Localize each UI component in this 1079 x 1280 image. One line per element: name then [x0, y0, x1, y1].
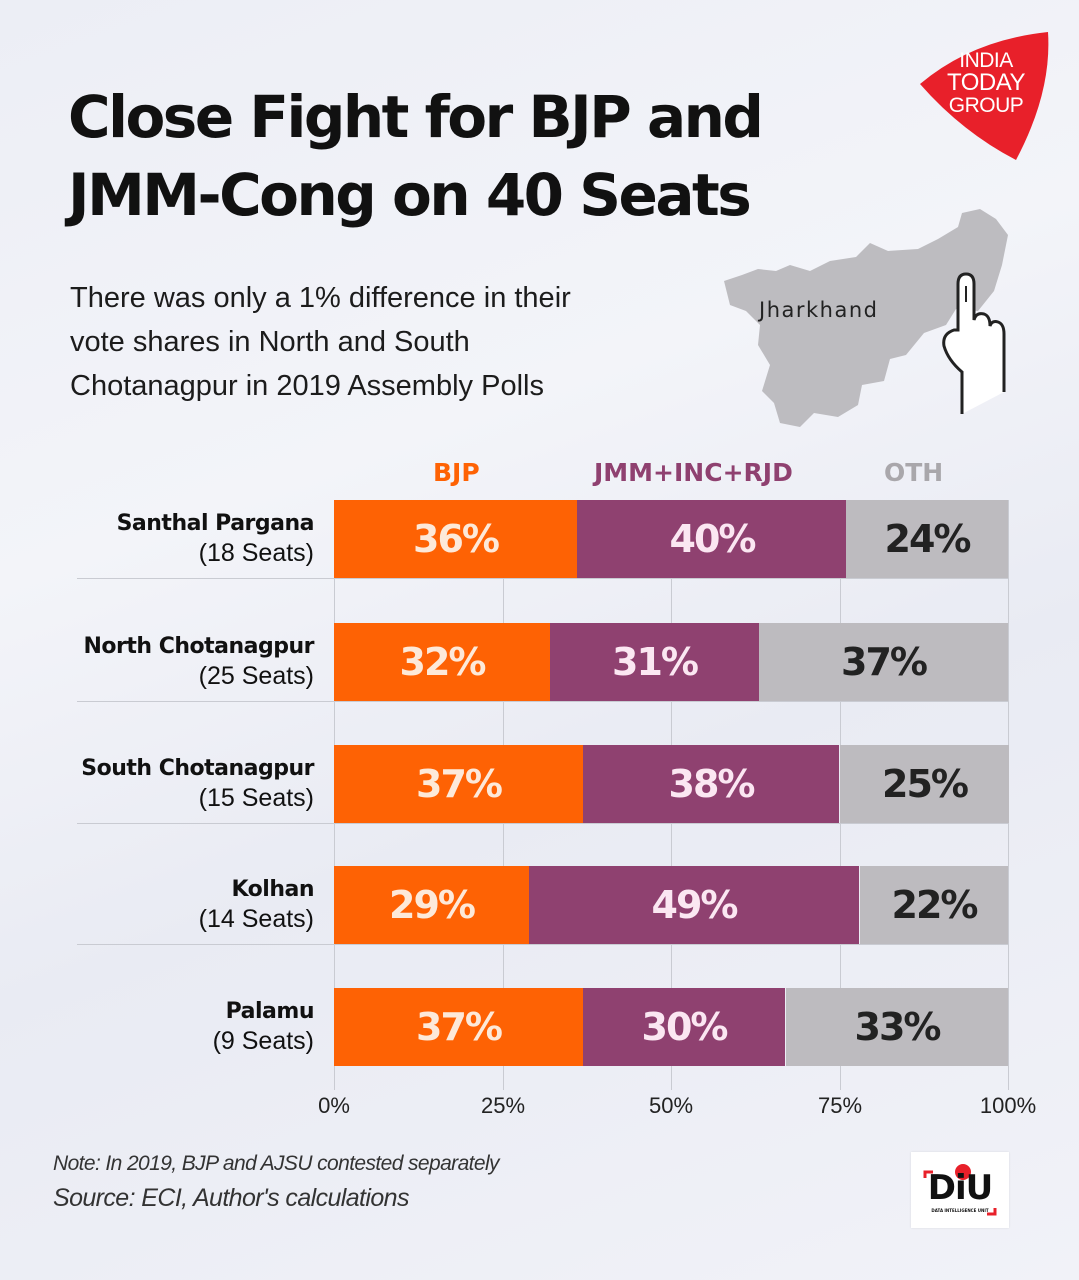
data-label: 49% — [651, 883, 739, 927]
source-text: Source: ECI, Author's calculations — [53, 1184, 409, 1212]
row-label: Kolhan (14 Seats) — [20, 876, 315, 934]
row-label: South Chotanagpur (15 Seats) — [20, 755, 314, 813]
x-tick-label: 25% — [480, 1093, 526, 1118]
voting-finger-icon — [942, 272, 1006, 414]
bar-segment-jmm-inc-rjd: 40% — [577, 500, 847, 578]
diu-logo-subtext: DATA INTELLIGENCE UNIT — [931, 1208, 989, 1213]
title-line-1: Close Fight for BJP and — [68, 83, 764, 151]
data-label: 25% — [882, 762, 969, 806]
data-label: 22% — [891, 883, 979, 927]
note-text: Note: In 2019, BJP and AJSU contested se… — [53, 1152, 500, 1175]
diu-logo-text: DiU — [927, 1168, 994, 1208]
region-seats: (15 Seats) — [198, 784, 314, 812]
bar-segment-oth: 25% — [840, 745, 1009, 823]
region-name: Kolhan — [231, 877, 315, 902]
legend-bjp: BJP — [433, 458, 480, 487]
region-name: South Chotanagpur — [81, 756, 314, 781]
region-seats: (25 Seats) — [198, 662, 314, 690]
subtitle: There was only a 1% difference in their … — [70, 276, 710, 408]
region-name: Santhal Pargana — [116, 511, 315, 536]
map-label: Jharkhand — [759, 298, 879, 322]
diu-logo-frame — [923, 1164, 997, 1216]
bar-segment-jmm-inc-rjd: 38% — [583, 745, 839, 823]
data-label: 37% — [841, 640, 928, 684]
subtitle-line-2: vote shares in North and South — [70, 326, 470, 358]
row-separator — [77, 823, 1008, 824]
bar-segment-bjp: 29% — [334, 866, 529, 944]
row-separator — [77, 578, 1008, 579]
data-label: 38% — [668, 762, 756, 806]
row-separator — [77, 701, 1008, 702]
logo-line-group: GROUP — [948, 94, 1024, 117]
region-seats: (14 Seats) — [198, 905, 314, 933]
bar-segment-bjp: 37% — [334, 988, 583, 1066]
bar-segment-bjp: 32% — [334, 623, 550, 701]
row-label: Santhal Pargana (18 Seats) — [20, 510, 315, 568]
data-label: 33% — [854, 1005, 942, 1049]
region-seats: (18 Seats) — [198, 539, 314, 567]
x-tick-label: 0% — [318, 1093, 350, 1118]
data-label: 29% — [389, 883, 476, 927]
region-name: North Chotanagpur — [83, 634, 314, 659]
bar-segment-bjp: 37% — [334, 745, 583, 823]
legend-jmm-inc-rjd: JMM+INC+RJD — [594, 458, 793, 487]
bar-segment-oth: 22% — [860, 866, 1008, 944]
x-tick-label: 75% — [817, 1093, 863, 1118]
region-name: Palamu — [225, 999, 315, 1024]
bar-segment-jmm-inc-rjd: 49% — [529, 866, 859, 944]
india-today-group-logo — [920, 32, 1049, 160]
data-label: 37% — [416, 1005, 503, 1049]
bar-segment-oth: 24% — [846, 500, 1008, 578]
logo-text: INDIA TODAY GROUP — [926, 50, 1046, 116]
jharkhand-map — [724, 209, 1008, 427]
data-label: 30% — [641, 1005, 729, 1049]
row-label: North Chotanagpur (25 Seats) — [20, 633, 314, 691]
legend-oth: OTH — [884, 458, 944, 487]
data-label: 36% — [413, 517, 500, 561]
data-label: 32% — [399, 640, 487, 684]
title-line-2: JMM-Cong on 40 Seats — [68, 161, 752, 229]
bar-segment-oth: 37% — [759, 623, 1008, 701]
data-label: 40% — [669, 517, 757, 561]
page-title: Close Fight for BJP and JMM-Cong on 40 S… — [68, 78, 868, 234]
subtitle-line-3: Chotanagpur in 2019 Assembly Polls — [70, 370, 544, 402]
data-label: 37% — [416, 762, 503, 806]
diu-logo: DiU DATA INTELLIGENCE UNIT — [911, 1152, 1009, 1228]
logo-line-today: TODAY — [947, 69, 1025, 96]
data-label: 31% — [612, 640, 699, 684]
row-label: Palamu (9 Seats) — [20, 998, 315, 1056]
row-separator — [77, 944, 1008, 945]
subtitle-line-1: There was only a 1% difference in their — [70, 282, 571, 314]
data-label: 24% — [884, 517, 972, 561]
x-tick-label: 100% — [979, 1093, 1037, 1118]
region-seats: (9 Seats) — [212, 1027, 314, 1055]
bar-segment-bjp: 36% — [334, 500, 577, 578]
bar-segment-jmm-inc-rjd: 31% — [550, 623, 759, 701]
logo-line-india: INDIA — [959, 49, 1013, 72]
bar-segment-jmm-inc-rjd: 30% — [583, 988, 785, 1066]
bar-segment-oth: 33% — [786, 988, 1008, 1066]
x-tick-label: 50% — [648, 1093, 694, 1118]
